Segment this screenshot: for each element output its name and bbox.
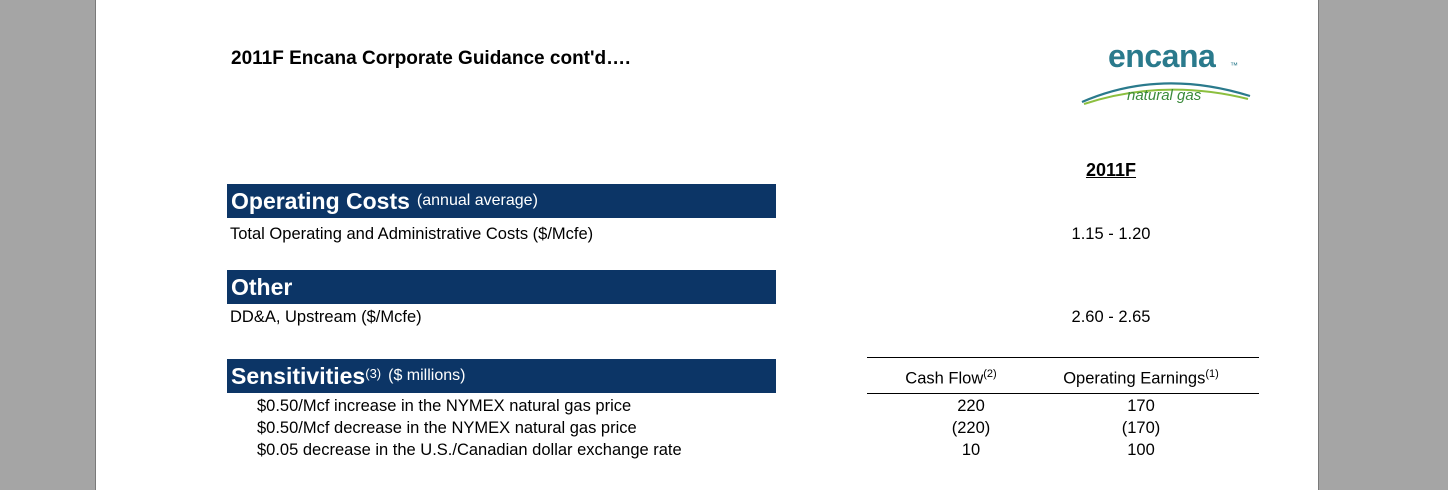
operating-costs-note: (annual average) [416, 192, 538, 209]
page-title: 2011F Encana Corporate Guidance cont'd…. [231, 48, 631, 69]
operating-earnings-header-label: Operating Earnings [1063, 369, 1206, 388]
other-row-label: DD&A, Upstream ($/Mcfe) [230, 308, 422, 326]
logo-tagline: natural gas [1127, 87, 1202, 104]
sensitivity-cash-flow-value: 10 [961, 441, 981, 459]
sensitivities-footnote-ref: (3) [365, 365, 382, 381]
operating-earnings-column-header: Operating Earnings(1) [1046, 368, 1236, 389]
operating-costs-band: Operating Costs (annual average) [227, 184, 776, 218]
year-column-header: 2011F [1085, 160, 1137, 180]
sensitivity-row-label: $0.05 decrease in the U.S./Canadian doll… [257, 441, 682, 459]
sensitivities-heading: Sensitivities [231, 362, 366, 389]
trademark-mark: ™ [1230, 61, 1238, 70]
operating-costs-row-value: 1.15 - 1.20 [1071, 225, 1151, 243]
logo-swoosh-icon [1081, 82, 1251, 105]
sensitivity-cash-flow-value: 220 [957, 397, 985, 415]
other-band: Other [227, 270, 776, 304]
operating-costs-heading: Operating Costs [231, 187, 410, 214]
table-header-rule [867, 393, 1259, 394]
sensitivity-earnings-value: 170 [1127, 397, 1155, 415]
table-top-rule [867, 357, 1259, 358]
sensitivity-earnings-value: (170) [1121, 419, 1161, 437]
sensitivity-earnings-value: 100 [1127, 441, 1155, 459]
logo-wordmark: encana [1108, 38, 1216, 74]
operating-earnings-footnote-ref: (1) [1205, 368, 1219, 380]
other-row-value: 2.60 - 2.65 [1071, 308, 1151, 326]
other-heading: Other [231, 273, 293, 300]
sensitivity-row-label: $0.50/Mcf increase in the NYMEX natural … [257, 397, 632, 415]
cash-flow-column-header: Cash Flow(2) [876, 368, 1026, 389]
cash-flow-header-label: Cash Flow [905, 369, 984, 388]
sensitivities-note: ($ millions) [388, 367, 466, 384]
cash-flow-footnote-ref: (2) [983, 368, 997, 380]
encana-logo: encana ™ natural gas [1080, 38, 1260, 110]
sensitivities-band: Sensitivities (3) ($ millions) [227, 359, 776, 393]
sensitivity-cash-flow-value: (220) [951, 419, 991, 437]
operating-costs-row-label: Total Operating and Administrative Costs… [230, 225, 594, 243]
sensitivity-row-label: $0.50/Mcf decrease in the NYMEX natural … [257, 419, 637, 437]
document-page: 2011F Encana Corporate Guidance cont'd….… [95, 0, 1319, 490]
